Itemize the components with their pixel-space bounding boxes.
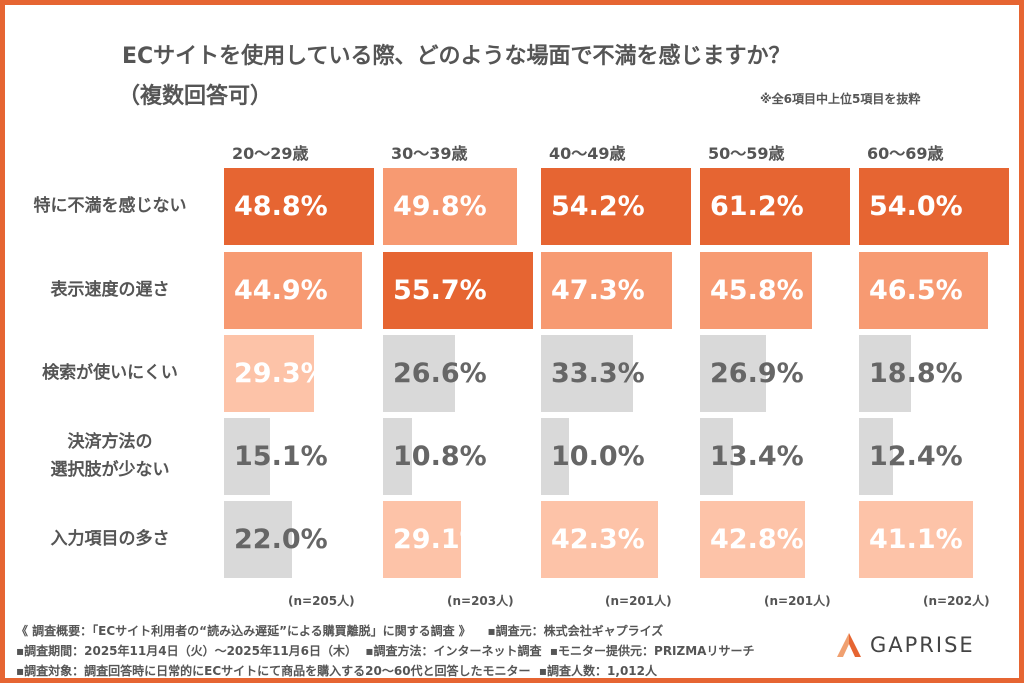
bar bbox=[859, 252, 989, 329]
bar bbox=[541, 501, 659, 578]
bar bbox=[700, 168, 850, 245]
bar bbox=[383, 501, 462, 578]
gaprise-logo: GAPRISE bbox=[836, 632, 975, 658]
logo-mark-icon bbox=[837, 633, 861, 657]
data-label: 44.9% bbox=[234, 275, 328, 306]
bar bbox=[541, 252, 672, 329]
data-label: 61.2% bbox=[710, 191, 804, 222]
bar bbox=[541, 168, 691, 245]
data-label: 55.7% bbox=[393, 275, 487, 306]
monitor-provider: ▪モニター提供元：PRIZMAリサーチ bbox=[549, 644, 755, 658]
data-label: 33.3% bbox=[551, 358, 645, 389]
survey-overview: 《 調査概要：「ECサイト利用者の“読み込み遅延”による購買離脱」に関する調査 … bbox=[16, 624, 471, 638]
sample-size: (n=202人) bbox=[923, 594, 990, 608]
bar bbox=[859, 501, 974, 578]
bar bbox=[224, 418, 271, 495]
bar bbox=[224, 168, 374, 245]
bar bbox=[700, 252, 813, 329]
bar bbox=[224, 252, 362, 329]
survey-method: ▪調査方法：インターネット調査 bbox=[365, 644, 542, 658]
data-label: 12.4% bbox=[869, 441, 963, 472]
column-header: 50〜59歳 bbox=[708, 144, 785, 163]
data-label: 42.3% bbox=[551, 524, 645, 555]
chart-subtitle: （複数回答可） bbox=[118, 84, 273, 109]
bar bbox=[859, 418, 894, 495]
bar bbox=[859, 335, 912, 412]
data-label: 15.1% bbox=[234, 441, 328, 472]
column-header: 30〜39歳 bbox=[391, 144, 468, 163]
row-label: 入力項目の多さ bbox=[50, 529, 170, 549]
survey-target: ▪調査対象：調査回答時に日常的にECサイトにて商品を購入する20〜60代と回答し… bbox=[16, 664, 531, 678]
bar bbox=[700, 335, 766, 412]
bar bbox=[700, 418, 733, 495]
data-label: 13.4% bbox=[710, 441, 804, 472]
data-label: 46.5% bbox=[869, 275, 963, 306]
chart-title: ECサイトを使用している際、どのような場面で不満を感じますか？ bbox=[122, 44, 791, 69]
survey-source: ▪調査元：株式会社ギャプライズ bbox=[487, 624, 664, 638]
data-label: 29.3% bbox=[234, 358, 328, 389]
footer-line1: 《 調査概要：「ECサイト利用者の“読み込み遅延”による購買離脱」に関する調査 … bbox=[16, 622, 663, 639]
data-label: 54.2% bbox=[551, 191, 645, 222]
survey-period: ▪調査期間：2025年11月4日（火）〜2025年11月6日（木） bbox=[16, 644, 358, 658]
data-label: 26.6% bbox=[393, 358, 487, 389]
sample-size: (n=203人) bbox=[447, 594, 514, 608]
column-header: 20〜29歳 bbox=[232, 144, 309, 163]
bar bbox=[383, 252, 533, 329]
survey-count: ▪調査人数：1,012人 bbox=[538, 664, 657, 678]
bar bbox=[224, 501, 292, 578]
sample-size: (n=205人) bbox=[288, 594, 355, 608]
data-label: 22.0% bbox=[234, 524, 328, 555]
sample-size: (n=201人) bbox=[764, 594, 831, 608]
bar bbox=[383, 168, 518, 245]
footer-line3: ▪調査対象：調査回答時に日常的にECサイトにて商品を購入する20〜60代と回答し… bbox=[16, 662, 657, 679]
row-label: 決済方法の 選択肢が少ない bbox=[50, 432, 170, 480]
row-label: 特に不満を感じない bbox=[33, 196, 187, 216]
logo-text: GAPRISE bbox=[870, 633, 975, 657]
data-label: 54.0% bbox=[869, 191, 963, 222]
data-label: 42.8% bbox=[710, 524, 804, 555]
row-label: 表示速度の遅さ bbox=[50, 280, 170, 300]
footer-line2: ▪調査期間：2025年11月4日（火）〜2025年11月6日（木） ▪調査方法：… bbox=[16, 642, 754, 659]
data-label: 26.9% bbox=[710, 358, 804, 389]
row-label: 検索が使いにくい bbox=[42, 363, 178, 383]
data-label: 41.1% bbox=[869, 524, 963, 555]
data-label: 18.8% bbox=[869, 358, 963, 389]
bar bbox=[383, 418, 413, 495]
column-header: 60〜69歳 bbox=[867, 144, 944, 163]
data-label: 29.1% bbox=[393, 524, 487, 555]
note: ※全6項目中上位5項目を抜粋 bbox=[760, 92, 921, 106]
data-label: 48.8% bbox=[234, 191, 328, 222]
data-label: 10.0% bbox=[551, 441, 645, 472]
bar bbox=[700, 501, 805, 578]
data-label: 10.8% bbox=[393, 441, 487, 472]
sample-size: (n=201人) bbox=[605, 594, 672, 608]
bar bbox=[541, 418, 569, 495]
column-header: 40〜49歳 bbox=[549, 144, 626, 163]
data-label: 49.8% bbox=[393, 191, 487, 222]
bar bbox=[541, 335, 634, 412]
data-label: 45.8% bbox=[710, 275, 804, 306]
data-label: 47.3% bbox=[551, 275, 645, 306]
bar bbox=[383, 335, 455, 412]
bar bbox=[859, 168, 1009, 245]
bar bbox=[224, 335, 315, 412]
